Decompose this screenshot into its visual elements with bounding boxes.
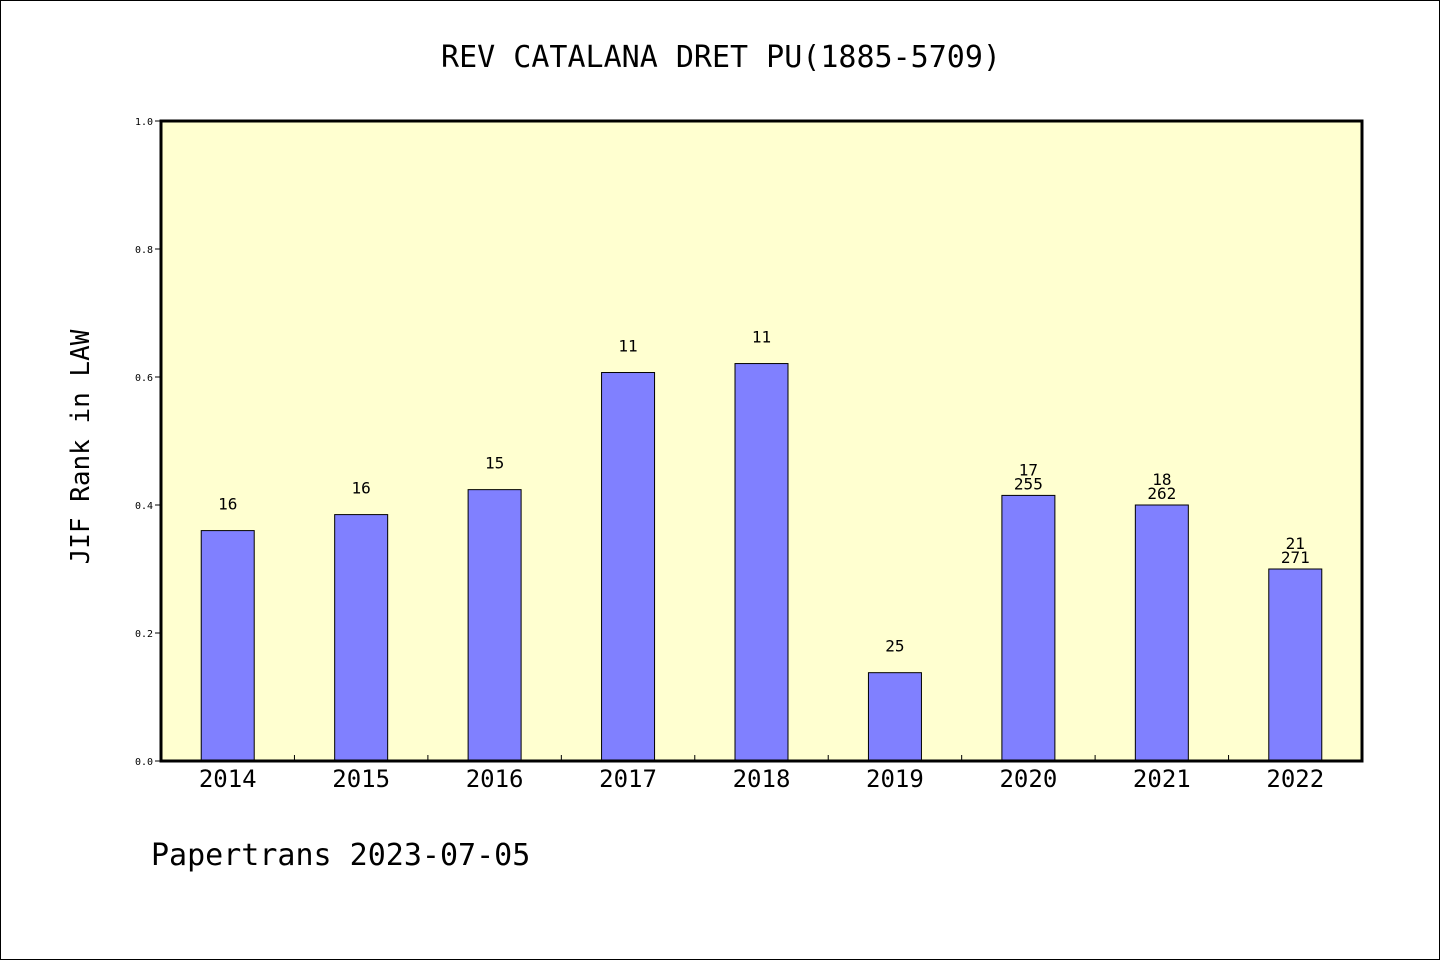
bar <box>200 530 255 762</box>
bar <box>334 514 389 762</box>
bar <box>467 489 522 762</box>
data-label: 16 <box>352 479 371 498</box>
data-label: 16 <box>218 495 237 514</box>
plot-frame <box>159 119 1364 763</box>
x-tick-label: 2020 <box>999 765 1057 793</box>
data-label: 262 <box>1147 484 1176 503</box>
bar <box>1268 568 1323 762</box>
x-tick-label: 2014 <box>199 765 257 793</box>
data-label: 17 <box>1019 460 1038 479</box>
y-tick-label: 0.2 <box>135 629 153 640</box>
data-label: 271 <box>1281 548 1310 567</box>
data-label: 25 <box>885 637 904 656</box>
y-tick-label: 0.6 <box>135 373 153 384</box>
x-tick-label: 2017 <box>599 765 657 793</box>
ticks-layer: 0.0 0.2 0.4 0.6 0.8 1.0 2014 2015 2016 2017 2018 20… <box>135 117 1324 793</box>
chart-title: REV CATALANA DRET PU(1885-5709) <box>441 40 1001 75</box>
y-tick-label: 1.0 <box>135 117 153 128</box>
y-tick-label: 0.8 <box>135 245 153 256</box>
x-tick-label: 2018 <box>733 765 791 793</box>
footer-credit: Papertrans 2023-07-05 <box>151 838 530 873</box>
data-label: 18 <box>1152 470 1171 489</box>
data-label: 15 <box>485 454 504 473</box>
x-tick-label: 2016 <box>466 765 524 793</box>
x-tick-label: 2021 <box>1133 765 1191 793</box>
y-axis-label: JIF Rank in LAW <box>66 329 96 564</box>
bars-layer <box>200 363 1323 762</box>
bar <box>734 363 789 762</box>
bar <box>601 372 656 762</box>
y-tick-label: 0.0 <box>135 757 153 768</box>
bar <box>1001 494 1056 762</box>
bar <box>867 672 922 762</box>
x-tick-label: 2015 <box>332 765 390 793</box>
x-tick-label: 2019 <box>866 765 924 793</box>
bar <box>1134 504 1189 762</box>
data-label: 11 <box>618 337 637 356</box>
data-label: 255 <box>1014 474 1043 493</box>
y-tick-label: 0.4 <box>135 501 153 512</box>
x-tick-label: 2022 <box>1266 765 1324 793</box>
data-label: 11 <box>752 328 771 347</box>
data-label: 21 <box>1286 534 1305 553</box>
